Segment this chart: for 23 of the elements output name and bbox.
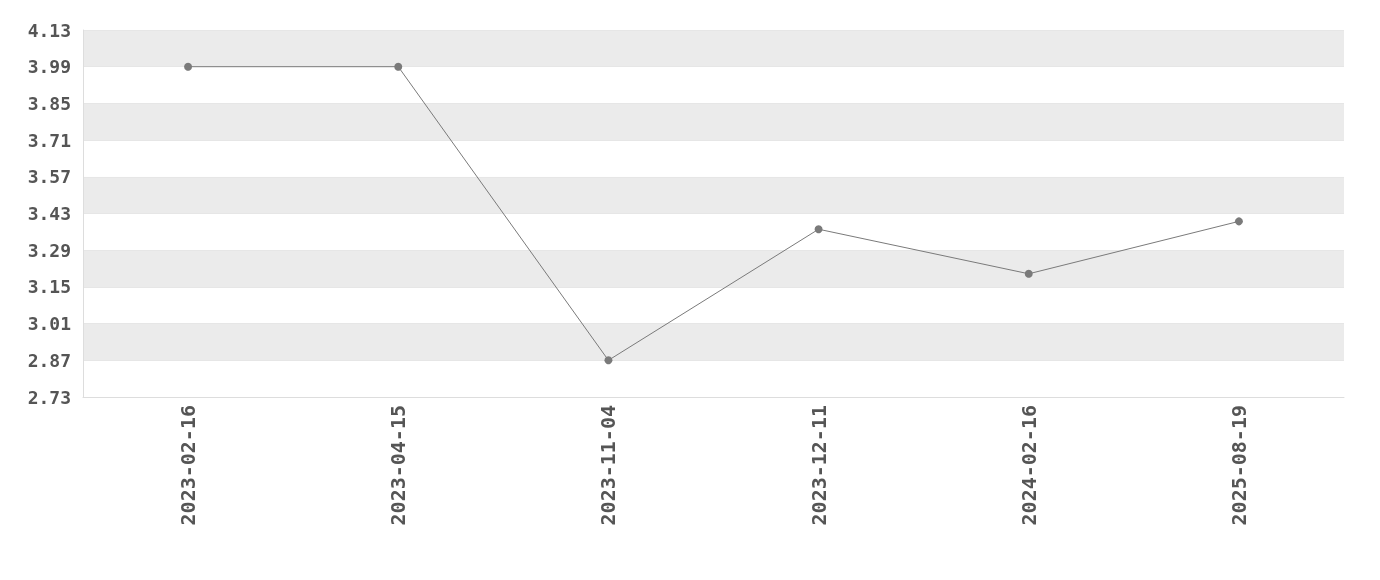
- y-tick-label: 3.01: [27, 313, 71, 335]
- y-tick-label: 3.57: [27, 166, 71, 188]
- point: [184, 62, 193, 71]
- point: [814, 225, 823, 234]
- y-tick-label: 3.99: [27, 56, 71, 78]
- y-tick-label: 3.71: [27, 129, 71, 151]
- x-tick-label: 2025-08-19: [1226, 405, 1251, 526]
- x-tick-label: 2023-12-11: [806, 405, 831, 526]
- point: [394, 62, 403, 71]
- x-tick-label: 2023-02-16: [176, 405, 201, 526]
- y-tick-label: 4.13: [27, 19, 71, 41]
- x-tick-label: 2023-04-15: [386, 405, 411, 526]
- point: [1024, 269, 1033, 278]
- x-tick-label: 2023-11-04: [596, 405, 621, 526]
- x-tick-label: 2024-02-16: [1016, 405, 1041, 526]
- y-tick-label: 3.29: [27, 239, 71, 261]
- y-tick-label: 3.43: [27, 203, 71, 224]
- point: [604, 356, 613, 365]
- y-tick-label: 3.85: [27, 92, 71, 114]
- point: [1234, 217, 1243, 226]
- y-tick-label: 2.87: [27, 349, 71, 371]
- y-tick-label: 2.73: [27, 386, 71, 408]
- y-tick-label: 3.15: [27, 276, 71, 298]
